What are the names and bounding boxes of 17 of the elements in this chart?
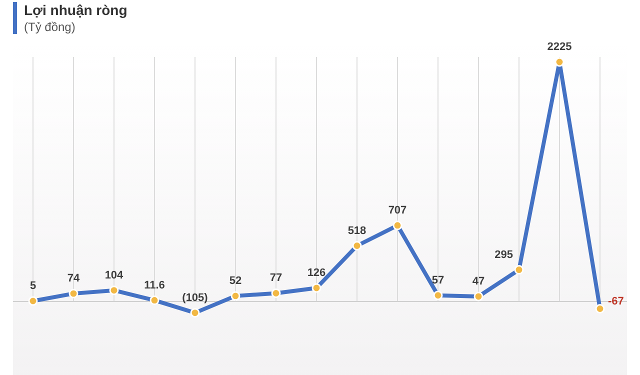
data-label: 518 — [348, 224, 366, 237]
data-label: 126 — [307, 266, 326, 279]
data-label: 52 — [229, 274, 242, 287]
data-label: 57 — [432, 274, 444, 286]
data-label: -67 — [608, 296, 624, 308]
data-label: 74 — [67, 272, 80, 285]
data-label: 104 — [104, 269, 124, 282]
chart-subtitle: (Tỷ đồng) — [24, 20, 76, 34]
data-label: 2225 — [547, 41, 572, 54]
data-label: 295 — [494, 248, 513, 261]
data-label: 5 — [30, 280, 36, 292]
data-label: (105) — [182, 292, 208, 304]
data-label: 11.6 — [144, 279, 165, 292]
chart-title: Lợi nhuận ròng — [24, 2, 128, 18]
data-label: 707 — [388, 204, 407, 216]
data-label: 77 — [270, 272, 282, 284]
data-label: 47 — [472, 275, 485, 288]
